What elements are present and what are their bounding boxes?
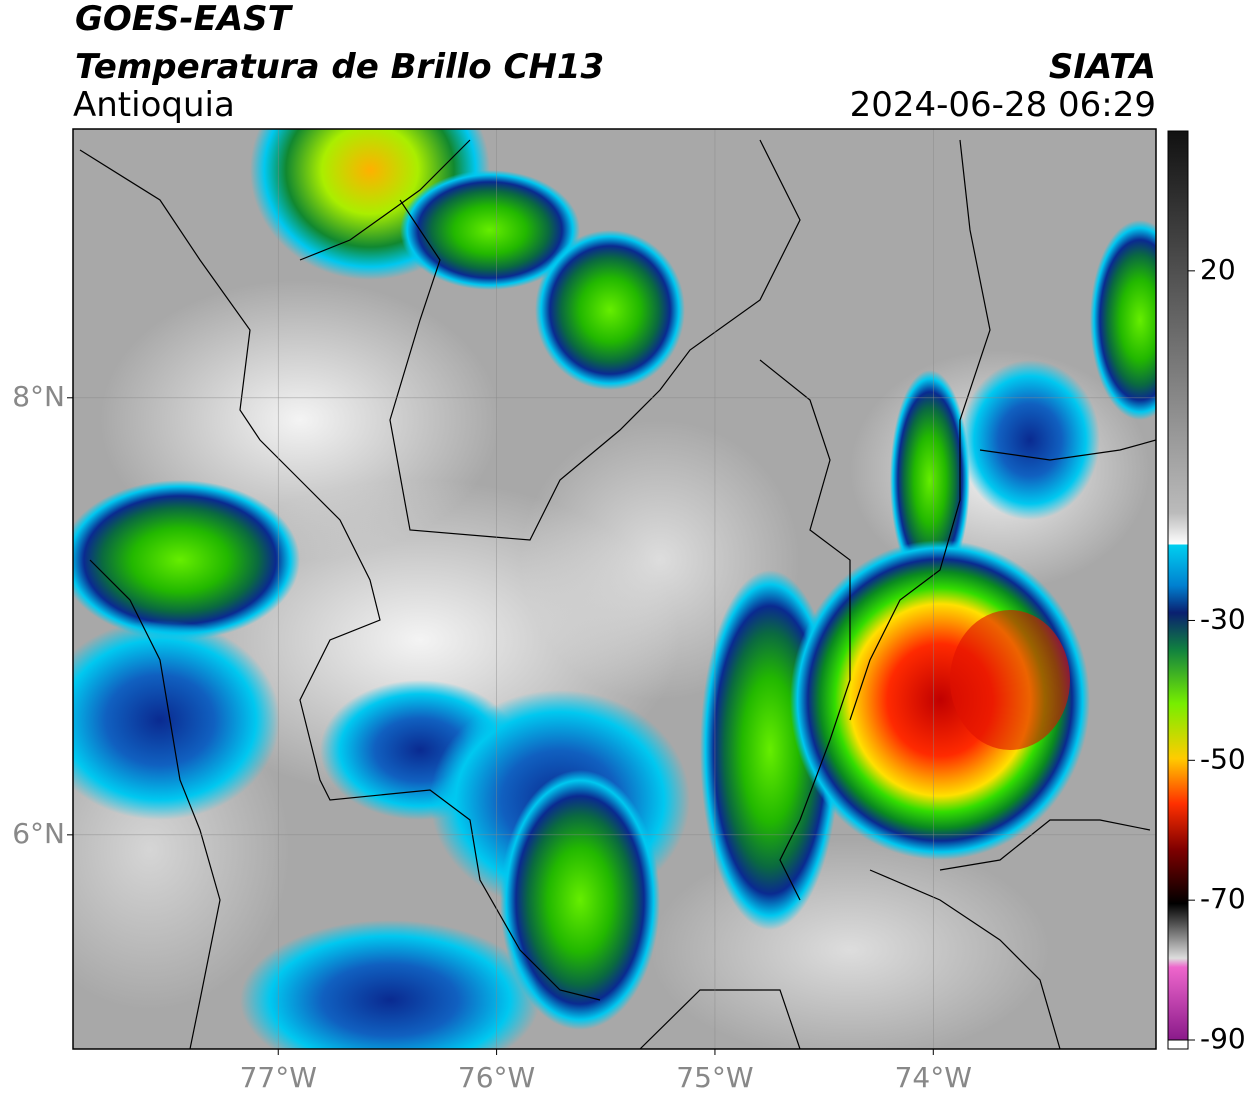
source: SIATA [1049, 47, 1156, 87]
colorbar-tick-label: -90 [1200, 1022, 1246, 1055]
lat-tick-label: 8°N [12, 380, 65, 413]
region: Antioquia [73, 85, 235, 125]
datetime: 2024-06-28 06:29 [850, 85, 1156, 125]
subtitle: Temperatura de Brillo CH13 [75, 47, 604, 87]
lat-tick-label: 6°N [12, 817, 65, 850]
colorbar-tick-label: -70 [1200, 882, 1246, 915]
lon-tick-label: 77°W [240, 1061, 317, 1094]
colorbar-tick-label: -50 [1200, 742, 1246, 775]
colorbar-extension [1167, 1039, 1189, 1050]
lon-tick-label: 74°W [895, 1061, 972, 1094]
colorbar-tick-label: -30 [1200, 602, 1246, 635]
satellite-image [73, 129, 1156, 1049]
lon-tick-label: 75°W [676, 1061, 753, 1094]
colorbar [1167, 130, 1189, 1041]
graticule [73, 129, 1156, 1049]
title: GOES-EAST [75, 0, 294, 39]
colorbar-tick-label: 20 [1200, 253, 1236, 286]
map-frame [72, 128, 1157, 1050]
lon-tick-label: 76°W [458, 1061, 535, 1094]
